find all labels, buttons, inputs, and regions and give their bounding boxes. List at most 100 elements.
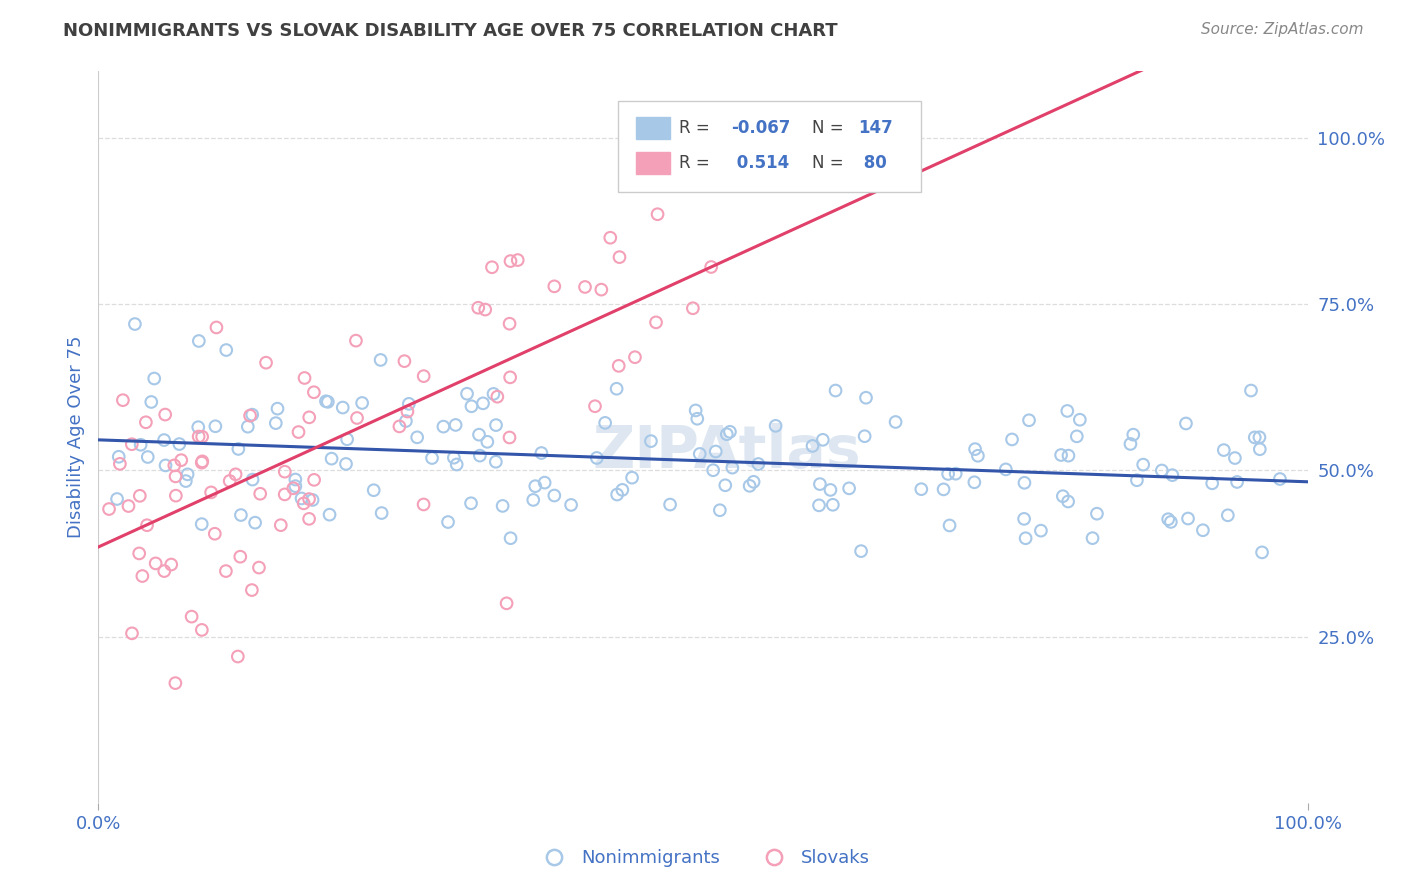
Text: 80: 80 <box>858 153 887 172</box>
Point <box>247 560 270 574</box>
Point <box>1012 512 1035 526</box>
Text: 0.514: 0.514 <box>731 153 789 172</box>
Point <box>524 479 547 493</box>
Point <box>718 425 741 439</box>
Point <box>467 301 489 315</box>
Point <box>808 477 831 491</box>
Point <box>499 370 522 384</box>
Point <box>606 382 628 396</box>
Point <box>747 457 769 471</box>
Point <box>287 425 309 439</box>
Point <box>560 498 582 512</box>
Point <box>485 455 508 469</box>
Point <box>499 254 522 268</box>
Point <box>336 432 359 446</box>
Text: ZIPAtlas: ZIPAtlas <box>593 423 862 480</box>
Point <box>290 491 312 506</box>
Point <box>1243 430 1265 444</box>
Point <box>967 449 990 463</box>
Point <box>170 453 193 467</box>
Point <box>332 401 354 415</box>
Point <box>530 446 553 460</box>
Point <box>709 503 731 517</box>
Point <box>1018 413 1040 427</box>
Point <box>153 408 176 422</box>
Point <box>811 433 834 447</box>
FancyBboxPatch shape <box>619 101 921 192</box>
Point <box>105 491 128 506</box>
Point <box>1157 512 1180 526</box>
Point <box>1240 384 1263 398</box>
Point <box>215 564 238 578</box>
Point <box>174 474 197 488</box>
Text: 147: 147 <box>858 120 893 137</box>
Point <box>1085 507 1108 521</box>
Point <box>302 385 325 400</box>
Point <box>945 467 967 481</box>
Point <box>298 491 321 506</box>
Point <box>1119 437 1142 451</box>
Point <box>609 250 631 264</box>
Point <box>1069 413 1091 427</box>
Point <box>406 430 429 444</box>
Point <box>1126 473 1149 487</box>
Point <box>583 399 606 413</box>
Point <box>98 502 121 516</box>
Point <box>1160 515 1182 529</box>
Point <box>704 444 727 458</box>
Point <box>318 508 340 522</box>
Point <box>131 569 153 583</box>
Point <box>228 442 250 456</box>
Point <box>124 317 146 331</box>
Point <box>187 334 209 348</box>
Point <box>498 430 520 444</box>
Point <box>647 207 669 221</box>
Point <box>321 451 343 466</box>
Point <box>1268 472 1291 486</box>
Point <box>155 458 177 473</box>
Point <box>499 531 522 545</box>
Point <box>884 415 907 429</box>
Point <box>344 334 367 348</box>
Point <box>242 473 264 487</box>
Point <box>191 454 214 468</box>
Point <box>1226 475 1249 489</box>
Point <box>240 583 263 598</box>
Point <box>1249 430 1271 444</box>
Point <box>543 489 565 503</box>
Point <box>239 409 262 423</box>
Point <box>394 354 416 368</box>
Point <box>821 498 844 512</box>
Point <box>153 433 176 447</box>
Point <box>395 414 418 428</box>
Text: R =: R = <box>679 153 710 172</box>
Point <box>432 419 454 434</box>
Point <box>169 437 191 451</box>
Point <box>1192 523 1215 537</box>
Point <box>522 492 544 507</box>
Point <box>1057 494 1080 508</box>
Point <box>1150 463 1173 477</box>
Point <box>994 462 1017 476</box>
Point <box>270 518 292 533</box>
Point <box>191 430 214 444</box>
Point <box>1081 531 1104 545</box>
Point <box>855 391 877 405</box>
Point <box>352 396 374 410</box>
Point <box>117 499 139 513</box>
Point <box>936 467 959 481</box>
Point <box>136 518 159 533</box>
Point <box>533 475 555 490</box>
Point <box>506 253 529 268</box>
Point <box>187 429 209 443</box>
Point <box>485 418 508 433</box>
Point <box>135 415 157 429</box>
Point <box>472 396 495 410</box>
Point <box>292 496 315 510</box>
Point <box>599 231 621 245</box>
Point <box>315 394 337 409</box>
Point <box>456 386 478 401</box>
Point <box>682 301 704 316</box>
Point <box>685 403 707 417</box>
Point <box>176 467 198 482</box>
